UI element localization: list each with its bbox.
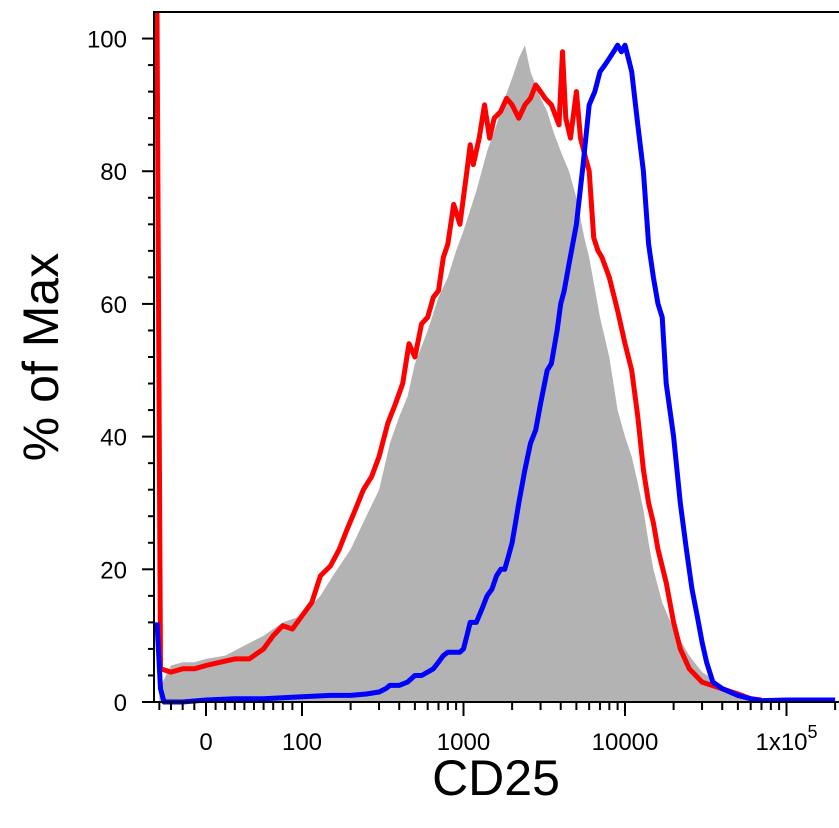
x-tick-label: 1000 [437, 729, 490, 756]
x-tick-label: 0 [199, 729, 212, 756]
x-tick-label: 100 [282, 729, 322, 756]
series-2-line [154, 42, 836, 705]
x-axis: 0 100 1000 10000 1x105 [158, 702, 837, 756]
y-tick-label: 60 [100, 292, 127, 319]
y-tick-label: 40 [100, 425, 127, 452]
x-tick-label: 1x105 [755, 722, 817, 756]
y-tick-label: 0 [114, 690, 127, 717]
x-tick-label-exponent: 5 [808, 722, 818, 742]
y-tick-label: 20 [100, 557, 127, 584]
y-axis: 0 20 40 60 80 100 [87, 27, 154, 717]
y-axis-title: % of Max [13, 253, 69, 461]
x-axis-title: CD25 [432, 750, 560, 806]
plot-frame [153, 11, 839, 702]
x-tick-label: 10000 [592, 729, 659, 756]
series-1-line [154, 11, 762, 703]
y-tick-label: 80 [100, 159, 127, 186]
series-0-filled-area [159, 45, 762, 702]
y-tick-label: 100 [87, 27, 127, 54]
plot-series [154, 11, 836, 705]
